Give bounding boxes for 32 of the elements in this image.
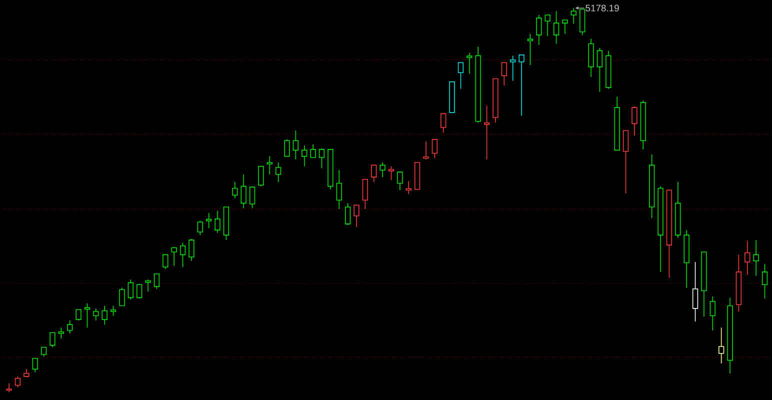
candlestick [214,210,220,234]
candlestick [423,140,429,160]
candlestick [406,180,412,194]
candlestick [484,105,490,160]
candlestick [684,230,690,288]
candlestick [302,145,308,167]
candlestick [658,186,664,272]
candlestick [744,240,750,275]
candlestick [240,174,246,208]
candlestick [67,320,73,334]
candlestick [292,130,299,160]
candlestick [380,162,386,178]
candlestick [266,156,272,175]
candlestick [510,55,516,81]
candlestick [727,297,733,374]
candlestick [753,240,759,276]
candlestick [145,279,151,292]
candlestick [336,170,342,210]
candlestick [675,182,681,238]
candlestick [588,38,594,78]
candlestick [718,327,724,364]
candlestick [692,261,698,322]
candlestick [710,296,716,331]
candlestick [536,14,542,46]
candlestick [171,246,177,266]
candlestick [93,308,99,321]
candlestick [102,305,108,325]
candlestick [466,52,472,74]
candlestick [232,182,238,198]
candlestick [6,382,12,392]
annotation: 5178.19 [586,4,619,12]
candlestick [649,154,655,218]
